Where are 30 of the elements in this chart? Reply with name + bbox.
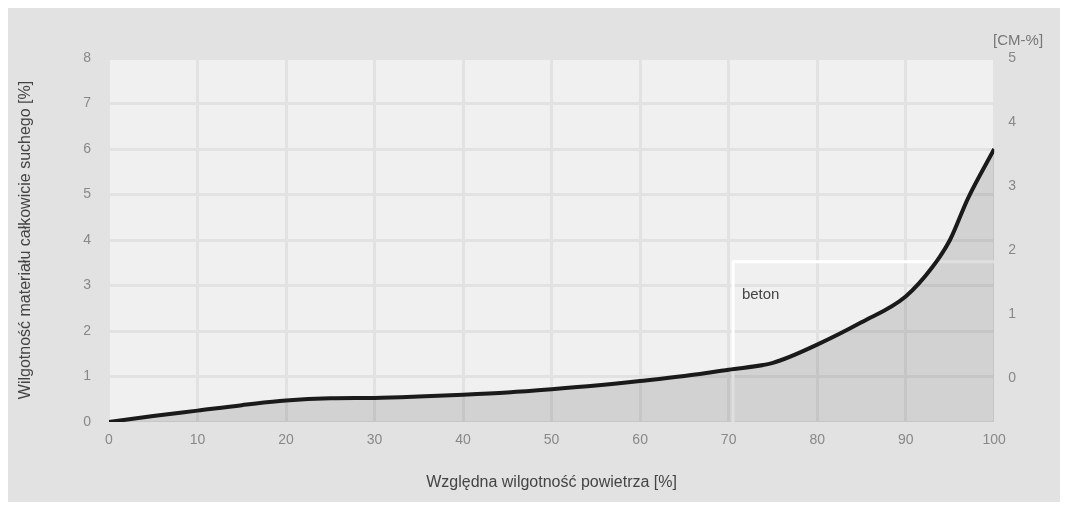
annotation: beton — [741, 284, 780, 302]
y2-tick-label: 4 — [1008, 112, 1017, 129]
y-tick-label: 8 — [83, 48, 92, 65]
x-tick-label: 0 — [105, 431, 114, 448]
y2-axis-title: [CM-%] — [993, 30, 1044, 48]
y-tick-label: 7 — [83, 94, 92, 111]
x-tick-label: 90 — [897, 431, 914, 448]
y-tick-label: 5 — [83, 185, 92, 202]
y2-tick-label: 5 — [1008, 48, 1017, 65]
x-tick-label: 10 — [189, 431, 206, 448]
y-tick-label: 1 — [83, 367, 92, 384]
y-tick-label: 4 — [83, 230, 92, 247]
x-tick-label: 60 — [632, 431, 649, 448]
x-tick-label: 70 — [720, 431, 737, 448]
x-axis-title: Względna wilgotność powietrza [%] — [426, 472, 677, 490]
y2-tick-label: 1 — [1008, 305, 1017, 322]
y-tick-label: 3 — [83, 276, 92, 293]
x-tick-label: 20 — [278, 431, 295, 448]
y-tick-label: 6 — [83, 139, 92, 156]
y-tick-label: 0 — [83, 412, 92, 429]
x-tick-label: 50 — [543, 431, 560, 448]
y2-tick-label: 3 — [1008, 177, 1017, 194]
x-tick-label: 100 — [982, 431, 1007, 448]
y2-tick-label: 0 — [1008, 369, 1017, 386]
y-tick-label: 2 — [83, 321, 92, 338]
x-tick-label: 80 — [809, 431, 826, 448]
y2-tick-label: 2 — [1008, 241, 1017, 258]
x-tick-label: 30 — [366, 431, 383, 448]
x-tick-label: 40 — [455, 431, 472, 448]
y-axis-title: Wilgotność materiału całkowicie suchego [%] — [16, 80, 34, 400]
